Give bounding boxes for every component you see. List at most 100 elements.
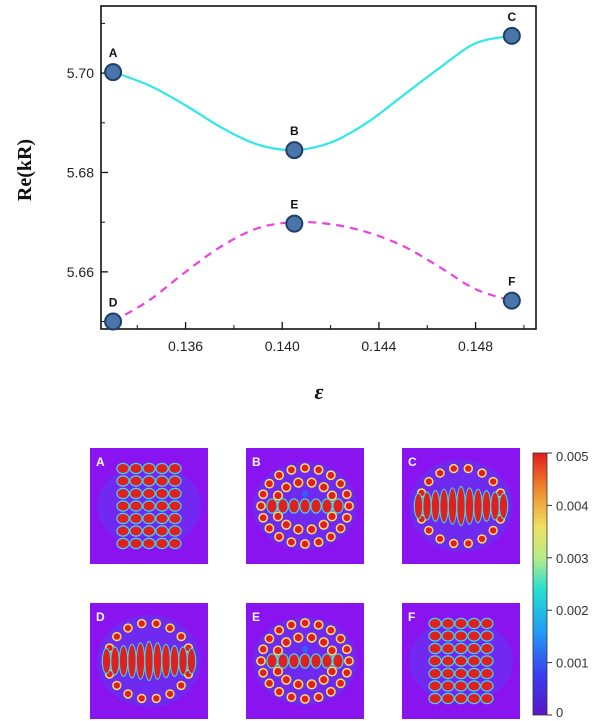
mode-panel-e: E: [246, 603, 364, 719]
mode-lobe: [468, 631, 480, 641]
mode-lobe: [442, 619, 454, 628]
mode-lobe: [442, 681, 454, 691]
point-label-e: E: [290, 198, 298, 212]
mode-lobe: [156, 489, 168, 498]
mode-ring-spot: [301, 619, 309, 627]
colorbar-tick-label: 0.001: [556, 656, 589, 671]
mode-lobe: [465, 488, 474, 524]
mode-lobe: [169, 539, 181, 548]
mode-lobe: [414, 494, 423, 518]
mode-lobe: [481, 681, 493, 691]
mode-panel-b: B: [246, 448, 364, 564]
mode-ring-spot: [294, 634, 302, 642]
mode-lobe: [333, 654, 343, 668]
mode-ring-spot: [274, 512, 282, 521]
mode-lobe: [169, 514, 181, 523]
point-marker-f: [502, 291, 521, 310]
mode-lobe: [481, 631, 493, 641]
mode-lobe: [468, 644, 480, 653]
mode-lobe: [481, 656, 493, 666]
mode-lobe: [119, 646, 128, 676]
mode-ring-spot: [274, 667, 282, 676]
mode-ring-spot: [327, 533, 335, 541]
mode-ring-spot: [465, 540, 472, 547]
point-marker-c: [502, 26, 521, 45]
mode-lobe: [429, 681, 441, 691]
mode-ring-spot: [327, 688, 335, 696]
mode-lobe: [117, 526, 129, 536]
mode-ring-spot: [328, 667, 336, 676]
mode-lobe: [143, 539, 155, 548]
mode-ring-spot: [124, 624, 132, 632]
mode-ring-spot: [343, 490, 351, 498]
mode-lobe: [130, 464, 142, 473]
mode-lobe: [468, 669, 480, 678]
mode-lobe: [423, 492, 431, 520]
mode-lobe: [481, 694, 493, 703]
mode-ring-spot: [425, 527, 433, 534]
x-axis-label: ε: [314, 379, 323, 404]
panel-label-e: E: [252, 610, 260, 624]
mode-lobe: [130, 501, 142, 511]
mode-lobe: [156, 476, 168, 486]
colorbar-ticks: 0 0.001 0.002 0.003 0.004 0.005: [547, 449, 589, 720]
mode-lobe: [156, 514, 168, 523]
mode-panels: A B C D E F: [90, 448, 520, 719]
mode-ring-spot: [266, 679, 273, 687]
mode-ring-spot: [308, 680, 316, 688]
mode-lobe: [457, 487, 465, 525]
mode-lobe: [169, 489, 181, 498]
mode-ring-spot: [320, 676, 328, 684]
y-axis-label: Re(kR): [14, 139, 36, 201]
mode-lobe: [429, 631, 441, 641]
mode-ring-spot: [177, 633, 185, 640]
mode-ring-spot: [315, 621, 322, 629]
mode-lobe: [130, 489, 142, 498]
mode-lobe: [156, 501, 168, 511]
mode-ring-spot: [294, 525, 302, 533]
mode-ring-spot: [113, 633, 121, 640]
mode-ring-spot: [328, 646, 336, 655]
y-tick-label: 5.66: [67, 264, 94, 280]
mode-lobe: [143, 514, 155, 523]
mode-lobe: [491, 492, 499, 520]
point-label-d: D: [109, 296, 118, 310]
mode-ring-spot: [113, 682, 121, 689]
mode-ring-spot: [343, 669, 351, 677]
mode-lobe: [333, 499, 343, 513]
mode-ring-spot: [259, 514, 267, 522]
mode-lobe: [169, 476, 181, 486]
mode-ring-spot: [153, 695, 160, 702]
mode-lobe: [170, 646, 179, 676]
mode-ring-spot: [274, 491, 282, 500]
x-axis-ticks: 0.136 0.140 0.144 0.148: [136, 322, 525, 354]
mode-ring-spot: [320, 638, 328, 646]
mode-lobe: [143, 464, 155, 473]
mode-ring-spot: [320, 483, 328, 491]
mode-lobe: [156, 539, 168, 548]
panel-label-b: B: [252, 455, 261, 469]
mode-ring-spot: [315, 466, 322, 474]
colorbar-tick-label: 0: [556, 705, 563, 720]
mode-ring-spot: [337, 679, 344, 687]
panel-label-a: A: [96, 455, 105, 469]
mode-ring-spot: [259, 490, 267, 498]
mode-lobe: [429, 619, 441, 628]
mode-ring-spot: [450, 540, 457, 547]
main-plot: 5.66 5.68 5.70 0.136 0.140 0.144 0.148 A B C D E F…: [14, 5, 537, 404]
mode-ring-spot: [301, 540, 309, 548]
mode-ring-spot: [343, 645, 351, 653]
mode-ring-spot: [301, 464, 309, 472]
mode-node: [302, 491, 308, 497]
mode-ring-spot: [282, 521, 290, 529]
mode-lobe: [468, 681, 480, 691]
mode-lobe: [482, 491, 491, 521]
mode-ring-spot: [282, 676, 290, 684]
mode-lobe: [468, 694, 480, 703]
mode-lobe: [468, 619, 480, 628]
mode-node: [302, 646, 308, 652]
mode-ring-spot: [308, 634, 316, 642]
colorbar-tick-label: 0.004: [556, 498, 589, 513]
point-label-f: F: [508, 275, 515, 289]
mode-lobe: [455, 669, 467, 678]
